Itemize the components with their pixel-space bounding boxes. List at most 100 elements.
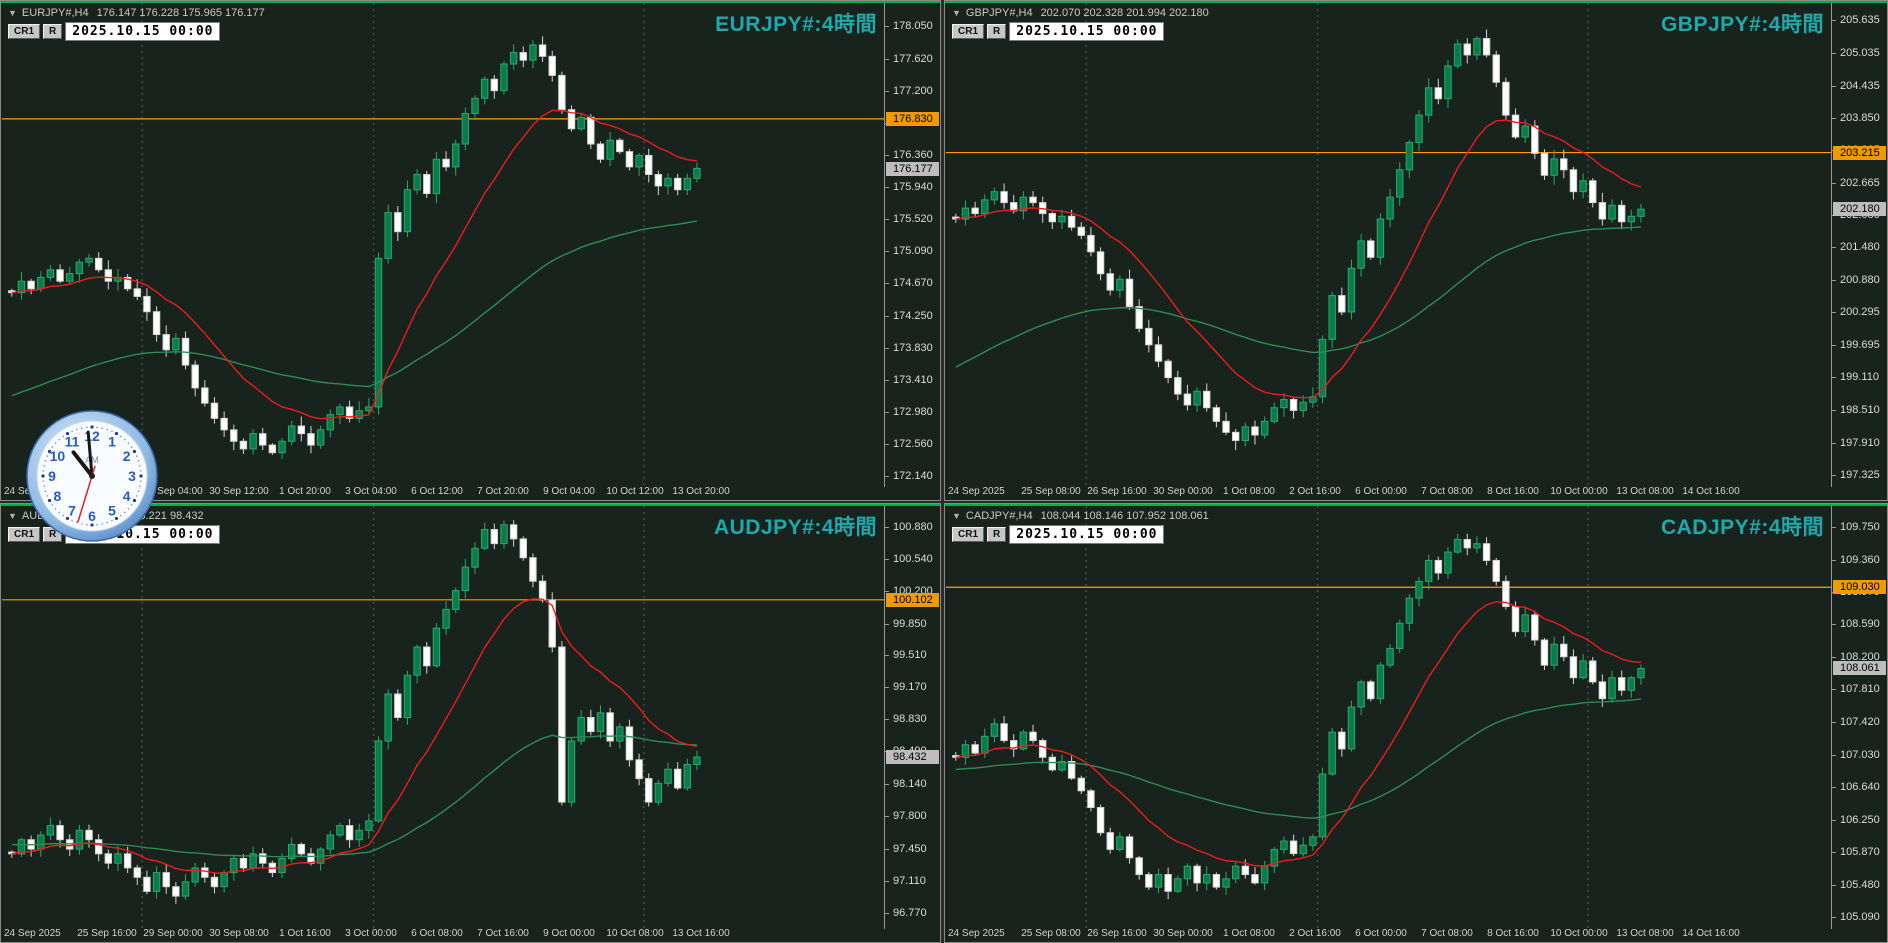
- ohlc-values: 202.070 202.328 201.994 202.180: [1040, 7, 1209, 19]
- price-tick: 201.480: [1832, 241, 1880, 253]
- current-price-badge: 108.061: [1833, 661, 1886, 676]
- price-tick: 178.050: [885, 20, 933, 32]
- price-tick: 172.560: [885, 438, 933, 450]
- time-tick: 8 Oct 16:00: [1487, 928, 1539, 939]
- r-button[interactable]: R: [987, 24, 1007, 39]
- symbol-label: EURJPY#,H4: [21, 7, 89, 19]
- price-tick: 105.480: [1832, 879, 1880, 891]
- price-scale-eurjpy[interactable]: 178.050177.620177.200176.780176.360175.9…: [884, 3, 940, 487]
- time-tick: 10 Oct 00:00: [1550, 486, 1608, 497]
- chart-plot-audjpy[interactable]: ▼AUDJPY#,H498.460 98.221 98.432 CR1 R 20…: [2, 506, 885, 929]
- cr1-button[interactable]: CR1: [952, 24, 985, 39]
- price-tick: 174.250: [885, 310, 933, 322]
- time-tick: 2 Oct 16:00: [1289, 486, 1341, 497]
- price-tick: 107.420: [1832, 716, 1880, 728]
- price-tick: 205.635: [1832, 14, 1880, 26]
- symbol-label: GBPJPY#,H4: [965, 7, 1033, 19]
- chart-plot-gbpjpy[interactable]: ▼ GBPJPY#,H4 202.070 202.328 201.994 202.1…: [946, 3, 1832, 487]
- cr1-button[interactable]: CR1: [8, 527, 41, 542]
- panel-active-border: [945, 1, 1887, 3]
- price-tick: 99.850: [885, 618, 927, 630]
- panel-active-border: [1, 504, 940, 506]
- time-scale-audjpy[interactable]: 24 Sep 2025 25 Sep 16:00 29 Sep 00:00 30 Se…: [1, 927, 884, 942]
- collapse-icon[interactable]: ▼: [8, 8, 17, 18]
- ohlc-values: 108.044 108.146 107.952 108.061: [1040, 510, 1209, 522]
- time-scale-gbpjpy[interactable]: 24 Sep 2025 25 Sep 08:00 26 Sep 16:00 30 Se…: [945, 485, 1831, 500]
- price-tick: 172.980: [885, 406, 933, 418]
- svg-text:8: 8: [53, 488, 61, 504]
- time-tick: 30 Sep 12:00: [209, 486, 269, 497]
- date-input[interactable]: 2025.10.15 00:00: [1009, 22, 1165, 41]
- time-tick: 6 Oct 00:00: [1355, 928, 1407, 939]
- chart-watermark-title: EURJPY#:4時間: [715, 13, 877, 36]
- price-tick: 202.665: [1832, 177, 1880, 189]
- price-tick: 105.870: [1832, 846, 1880, 858]
- time-tick: 10 Oct 08:00: [606, 928, 664, 939]
- price-tick: 106.250: [1832, 814, 1880, 826]
- price-tick: 205.035: [1832, 47, 1880, 59]
- svg-text:7: 7: [68, 503, 76, 519]
- price-tick: 100.540: [885, 553, 933, 565]
- time-tick: 6 Oct 08:00: [411, 928, 463, 939]
- chart-watermark-title: CADJPY#:4時間: [1660, 516, 1824, 539]
- level-price-badge: 203.215: [1833, 145, 1886, 160]
- price-tick: 200.880: [1832, 274, 1880, 286]
- chart-header: ▼ CADJPY#,H4 108.044 108.146 107.952 108.0…: [952, 510, 1209, 522]
- price-tick: 173.410: [885, 374, 933, 386]
- price-tick: 105.090: [1832, 911, 1880, 923]
- price-tick: 107.810: [1832, 683, 1880, 695]
- collapse-icon[interactable]: ▼: [952, 8, 961, 18]
- chart-watermark-title: AUDJPY#:4時間: [713, 516, 877, 539]
- time-tick: 14 Oct 16:00: [1682, 486, 1740, 497]
- ohlc-values: 176.147 176.228 175.965 176.177: [96, 7, 265, 19]
- time-tick: 30 Sep 08:00: [209, 928, 269, 939]
- price-scale-cadjpy[interactable]: 109.750109.360108.970108.590108.200107.8…: [1831, 506, 1887, 929]
- price-tick: 97.450: [885, 843, 927, 855]
- price-scale-audjpy[interactable]: 100.880 100.540 100.200 99.850 99.510 99.170 9…: [884, 506, 940, 929]
- price-tick: 175.090: [885, 245, 933, 257]
- cr1-button[interactable]: CR1: [952, 527, 985, 542]
- chart-plot-eurjpy[interactable]: ▼ EURJPY#,H4 176.147 176.228 175.965 176.1…: [2, 3, 885, 487]
- price-tick: 96.770: [885, 907, 927, 919]
- panel-active-border: [945, 504, 1887, 506]
- time-tick: 13 Oct 08:00: [1616, 928, 1674, 939]
- price-scale-gbpjpy[interactable]: 205.635205.035204.435203.850203.265202.6…: [1831, 3, 1887, 487]
- time-tick: 26 Sep 16:00: [1087, 486, 1147, 497]
- collapse-icon[interactable]: ▼: [8, 511, 17, 521]
- chart-panel-cadjpy: ▼ CADJPY#,H4 108.044 108.146 107.952 108.0…: [944, 503, 1888, 943]
- price-tick: 177.620: [885, 53, 933, 65]
- level-price-badge: 109.030: [1833, 580, 1886, 595]
- price-tick: 99.170: [885, 681, 927, 693]
- time-tick: 3 Oct 00:00: [345, 928, 397, 939]
- svg-text:1: 1: [108, 433, 116, 449]
- price-tick: 98.830: [885, 713, 927, 725]
- time-tick: 14 Oct 16:00: [1682, 928, 1740, 939]
- time-tick: 25 Sep 16:00: [77, 928, 137, 939]
- price-tick: 199.695: [1832, 339, 1880, 351]
- clock-minute-marks: [41, 425, 143, 527]
- symbol-label: CADJPY#,H4: [965, 510, 1033, 522]
- chart-plot-cadjpy[interactable]: ▼ CADJPY#,H4 108.044 108.146 107.952 108.0…: [946, 506, 1832, 929]
- cr1-button[interactable]: CR1: [8, 24, 41, 39]
- svg-text:12: 12: [84, 428, 100, 444]
- date-input[interactable]: 2025.10.15 00:00: [1009, 525, 1165, 544]
- svg-text:6: 6: [88, 508, 96, 524]
- time-tick: 9 Oct 04:00: [543, 486, 595, 497]
- price-tick: 197.910: [1832, 437, 1880, 449]
- collapse-icon[interactable]: ▼: [952, 511, 961, 521]
- time-tick: 7 Oct 08:00: [1421, 486, 1473, 497]
- price-tick: 174.670: [885, 277, 933, 289]
- time-tick: 6 Oct 12:00: [411, 486, 463, 497]
- time-tick: 7 Oct 20:00: [477, 486, 529, 497]
- price-tick: 109.750: [1832, 521, 1880, 533]
- time-tick: 6 Oct 00:00: [1355, 486, 1407, 497]
- time-tick: 24 Sep 2025: [948, 928, 1005, 939]
- date-input[interactable]: 2025.10.15 00:00: [65, 22, 221, 41]
- r-button[interactable]: R: [987, 527, 1007, 542]
- time-tick: 25 Sep 08:00: [1021, 928, 1081, 939]
- svg-text:5: 5: [108, 503, 116, 519]
- time-scale-cadjpy[interactable]: 24 Sep 2025 25 Sep 08:00 26 Sep 16:00 30 Se…: [945, 927, 1831, 942]
- r-button[interactable]: R: [43, 24, 63, 39]
